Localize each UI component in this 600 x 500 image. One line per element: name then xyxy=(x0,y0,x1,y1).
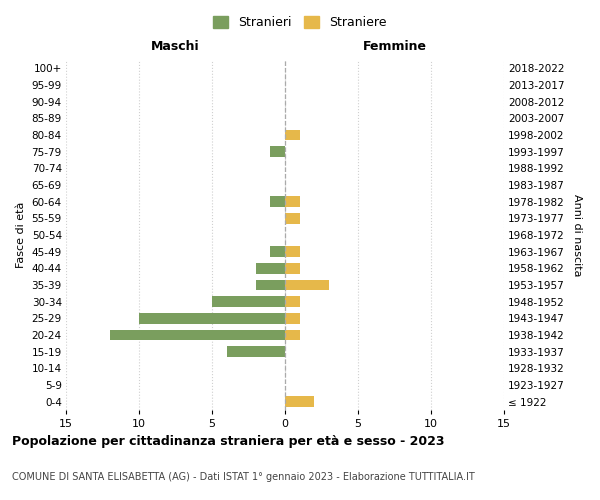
Bar xyxy=(271,196,285,207)
Bar xyxy=(285,296,299,307)
Legend: Stranieri, Straniere: Stranieri, Straniere xyxy=(208,11,392,34)
Bar xyxy=(139,313,285,324)
Bar xyxy=(271,246,285,257)
Bar xyxy=(285,313,299,324)
Bar xyxy=(285,263,299,274)
Bar xyxy=(285,396,314,407)
Bar xyxy=(256,263,285,274)
Bar xyxy=(285,330,299,340)
Bar xyxy=(285,130,299,140)
Y-axis label: Anni di nascita: Anni di nascita xyxy=(572,194,582,276)
Bar xyxy=(110,330,285,340)
Bar xyxy=(227,346,285,357)
Bar xyxy=(285,196,299,207)
Text: Maschi: Maschi xyxy=(151,40,200,54)
Bar xyxy=(212,296,285,307)
Y-axis label: Fasce di età: Fasce di età xyxy=(16,202,26,268)
Bar xyxy=(256,280,285,290)
Bar xyxy=(285,280,329,290)
Bar xyxy=(271,146,285,157)
Text: Popolazione per cittadinanza straniera per età e sesso - 2023: Popolazione per cittadinanza straniera p… xyxy=(12,435,445,448)
Text: Femmine: Femmine xyxy=(362,40,427,54)
Text: COMUNE DI SANTA ELISABETTA (AG) - Dati ISTAT 1° gennaio 2023 - Elaborazione TUTT: COMUNE DI SANTA ELISABETTA (AG) - Dati I… xyxy=(12,472,475,482)
Bar xyxy=(285,213,299,224)
Bar xyxy=(285,246,299,257)
